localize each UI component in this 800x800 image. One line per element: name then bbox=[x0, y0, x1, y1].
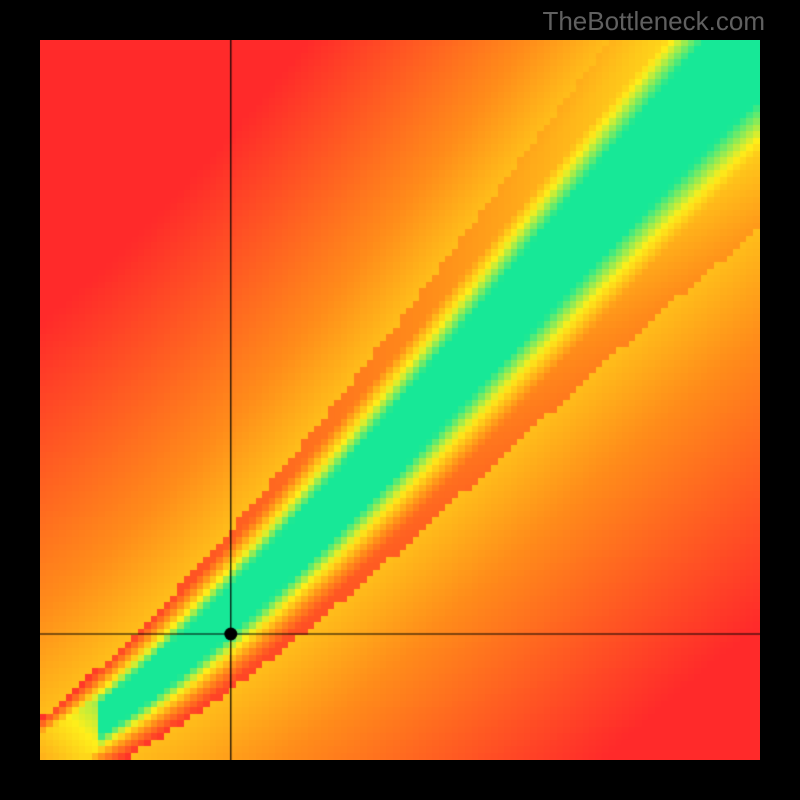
watermark-text: TheBottleneck.com bbox=[542, 6, 765, 37]
bottleneck-heatmap bbox=[40, 40, 760, 760]
